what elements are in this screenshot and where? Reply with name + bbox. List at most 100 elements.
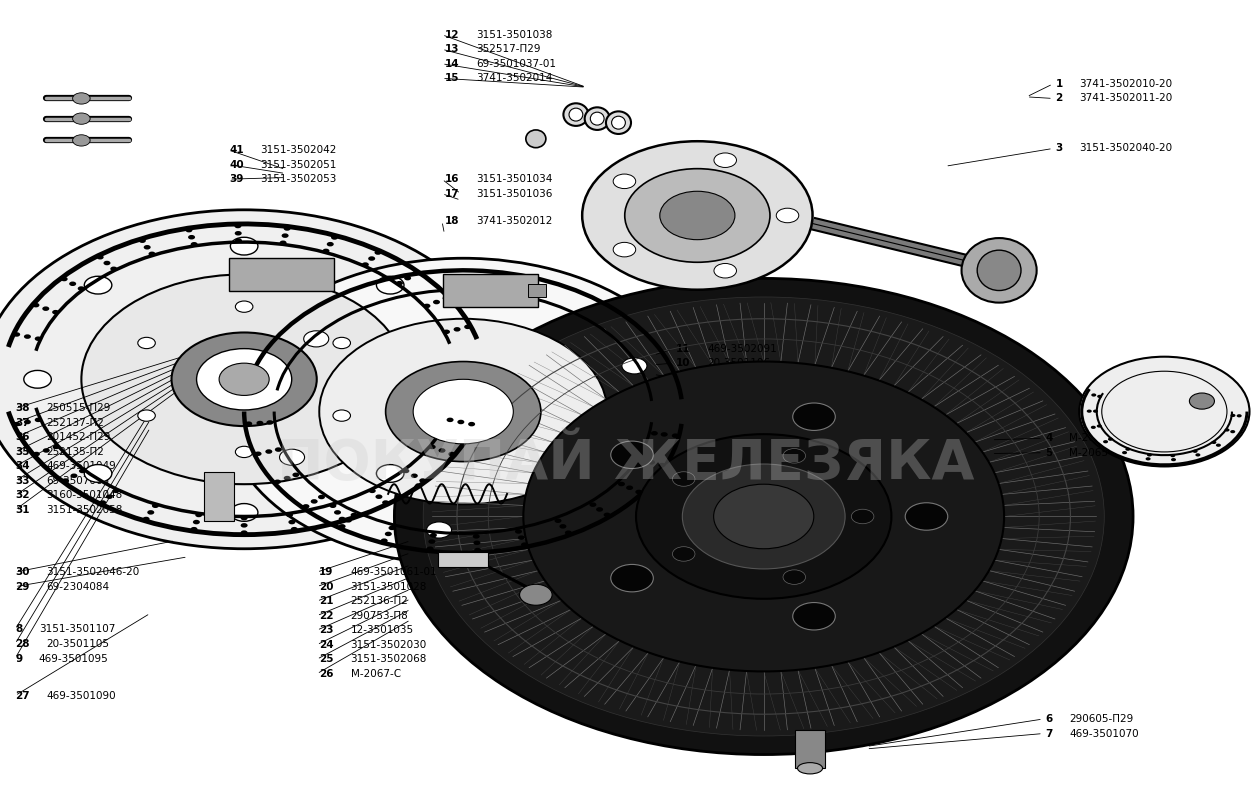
Text: 469-3501095: 469-3501095	[39, 654, 109, 663]
Circle shape	[193, 520, 200, 525]
Circle shape	[423, 297, 1104, 736]
Circle shape	[473, 541, 481, 545]
Circle shape	[714, 263, 736, 278]
Circle shape	[323, 249, 329, 253]
Circle shape	[234, 231, 242, 236]
Text: 22: 22	[319, 611, 334, 621]
Text: 17: 17	[444, 189, 459, 199]
Circle shape	[1196, 454, 1201, 457]
Circle shape	[60, 277, 68, 282]
Text: 24: 24	[319, 640, 334, 650]
Circle shape	[782, 570, 805, 584]
Circle shape	[73, 93, 90, 104]
Circle shape	[428, 445, 436, 449]
Circle shape	[172, 332, 317, 426]
Circle shape	[402, 469, 409, 473]
Text: 3151-3501107: 3151-3501107	[700, 387, 776, 397]
Text: 41: 41	[229, 145, 244, 155]
Circle shape	[288, 520, 295, 525]
Text: 352517-П29: 352517-П29	[476, 44, 541, 54]
Text: 40: 40	[229, 160, 244, 169]
Circle shape	[1087, 409, 1092, 412]
Circle shape	[386, 362, 541, 462]
Text: 14: 14	[444, 59, 459, 69]
Circle shape	[84, 465, 111, 483]
Circle shape	[148, 510, 154, 515]
Circle shape	[274, 479, 280, 484]
Text: 30: 30	[15, 567, 30, 577]
Circle shape	[188, 235, 195, 240]
Circle shape	[377, 465, 404, 483]
Text: 3151-3502068: 3151-3502068	[351, 654, 427, 664]
Circle shape	[197, 349, 292, 410]
Text: 36: 36	[15, 433, 30, 442]
Text: 8: 8	[676, 387, 684, 397]
Ellipse shape	[585, 107, 610, 130]
Circle shape	[427, 546, 433, 551]
Circle shape	[611, 441, 654, 469]
Circle shape	[659, 463, 665, 467]
Ellipse shape	[526, 130, 546, 148]
Text: 25: 25	[319, 654, 334, 664]
Circle shape	[1097, 395, 1102, 398]
Circle shape	[24, 334, 31, 339]
Circle shape	[636, 434, 891, 599]
Circle shape	[1231, 414, 1236, 417]
Circle shape	[672, 546, 695, 561]
Text: 469-3501090: 469-3501090	[46, 691, 116, 700]
Bar	[204, 472, 234, 521]
Circle shape	[53, 445, 60, 449]
Bar	[229, 258, 334, 291]
Text: 15: 15	[444, 73, 459, 83]
Text: 1: 1	[1055, 79, 1063, 89]
Circle shape	[443, 329, 449, 334]
Circle shape	[99, 500, 106, 505]
Ellipse shape	[611, 116, 625, 129]
Circle shape	[377, 276, 404, 294]
Circle shape	[33, 452, 40, 456]
Circle shape	[190, 242, 198, 246]
Text: 469-3501061-01: 469-3501061-01	[351, 567, 437, 577]
Circle shape	[382, 500, 389, 505]
Circle shape	[618, 482, 625, 487]
Ellipse shape	[962, 238, 1037, 303]
Circle shape	[464, 324, 471, 329]
Text: 3151-3501036: 3151-3501036	[476, 189, 552, 199]
Circle shape	[69, 282, 76, 286]
Circle shape	[334, 510, 341, 515]
Text: 3151-3502030: 3151-3502030	[351, 640, 427, 650]
Circle shape	[73, 113, 90, 124]
Text: 2: 2	[1055, 94, 1063, 103]
Circle shape	[143, 516, 150, 521]
Circle shape	[1212, 441, 1217, 444]
Circle shape	[639, 458, 646, 462]
Ellipse shape	[591, 112, 603, 125]
Bar	[438, 552, 488, 567]
Circle shape	[1224, 429, 1229, 432]
Text: 29: 29	[15, 582, 29, 592]
Circle shape	[138, 337, 155, 349]
Ellipse shape	[570, 108, 583, 121]
Circle shape	[257, 420, 263, 425]
Circle shape	[1079, 357, 1249, 466]
Text: 3741-3502010-20: 3741-3502010-20	[1079, 79, 1172, 89]
Text: 3741-3502011-20: 3741-3502011-20	[1079, 94, 1172, 103]
Circle shape	[412, 271, 419, 275]
Text: 469-3501049: 469-3501049	[46, 462, 116, 471]
Circle shape	[651, 431, 657, 436]
Text: М-2066-С: М-2066-С	[1069, 433, 1119, 443]
Text: 19: 19	[319, 567, 333, 577]
Text: 10: 10	[676, 358, 691, 368]
Text: 32: 32	[15, 491, 30, 500]
Ellipse shape	[798, 763, 823, 774]
Circle shape	[1092, 393, 1097, 396]
Text: 9: 9	[676, 373, 684, 383]
Circle shape	[234, 224, 242, 228]
Circle shape	[1147, 454, 1152, 457]
Text: 34: 34	[15, 462, 30, 471]
Text: 11: 11	[676, 344, 691, 353]
Circle shape	[475, 285, 500, 301]
Circle shape	[1103, 440, 1108, 443]
Circle shape	[1189, 393, 1214, 409]
Circle shape	[429, 533, 437, 537]
